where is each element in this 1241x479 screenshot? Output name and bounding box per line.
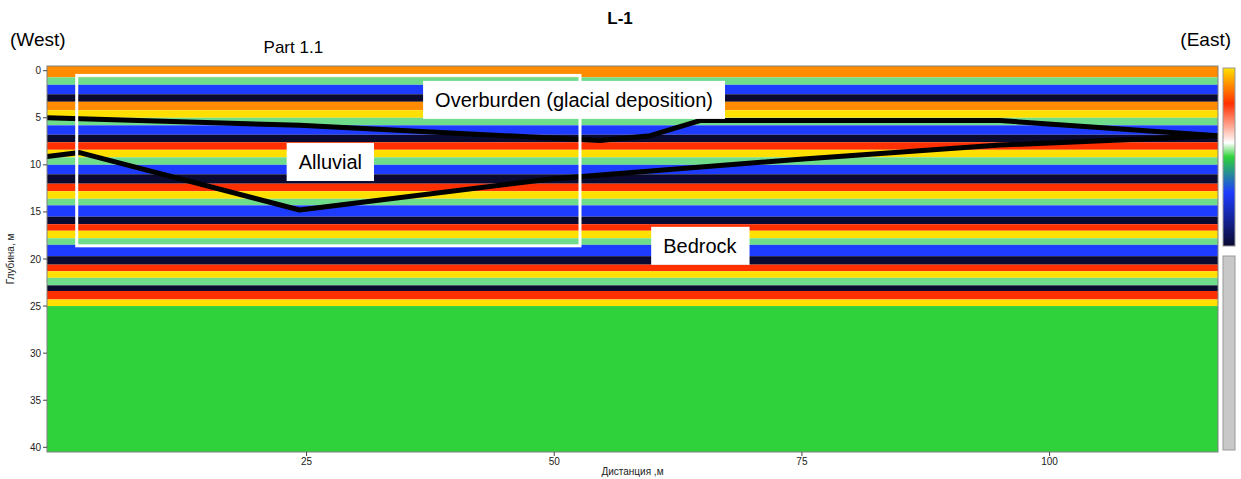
y-tick <box>43 447 47 448</box>
y-tick-label: 40 <box>30 442 42 453</box>
y-tick <box>43 70 47 71</box>
x-axis-title: Дистанция ,м <box>601 466 663 477</box>
east-label: (East) <box>1180 29 1231 50</box>
annotation-bg <box>423 81 725 119</box>
y-tick <box>43 117 47 118</box>
annotation-text: Bedrock <box>663 235 737 257</box>
annotation-bg <box>287 143 374 181</box>
title: L-1 <box>607 9 633 28</box>
annotation: Overburden (glacial deposition) <box>423 81 725 119</box>
annotation-text: Alluvial <box>299 151 362 173</box>
gain-bar <box>1223 256 1235 450</box>
reflection-layer <box>47 306 1218 452</box>
reflection-layer <box>47 265 1218 272</box>
x-tick-label: 75 <box>796 456 808 467</box>
reflection-layer <box>47 174 1218 183</box>
reflection-layer <box>47 125 1218 134</box>
plot-frame <box>47 66 1218 452</box>
color-bar <box>1223 68 1235 246</box>
reflection-layer <box>47 231 1218 239</box>
reflection-layer <box>47 299 1218 306</box>
y-tick <box>43 306 47 307</box>
reflection-layer <box>47 150 1218 158</box>
annotation: Alluvial <box>287 143 374 181</box>
y-tick <box>43 164 47 165</box>
x-tick-label: 50 <box>549 456 561 467</box>
y-tick <box>43 211 47 212</box>
y-tick <box>43 259 47 260</box>
y-axis-title: Глубина, м <box>5 234 16 285</box>
reflection-layer <box>47 199 1218 206</box>
y-tick-label: 25 <box>30 301 42 312</box>
y-tick <box>43 400 47 401</box>
plot-area <box>47 66 1218 452</box>
y-tick-label: 15 <box>30 206 42 217</box>
x-tick-label: 100 <box>1041 456 1058 467</box>
reflection-layer <box>47 224 1218 231</box>
y-tick-label: 0 <box>35 65 41 76</box>
reflection-layer <box>47 205 1218 216</box>
reflection-layer <box>47 278 1218 286</box>
reflection-layer <box>47 256 1218 264</box>
reflection-layer <box>47 285 1218 291</box>
reflection-layer <box>47 217 1218 225</box>
chart: Overburden (glacial deposition) Alluvial B… <box>0 0 1241 479</box>
y-tick-label: 35 <box>30 395 42 406</box>
y-tick-label: 5 <box>35 112 41 123</box>
annotation: Bedrock <box>651 227 749 265</box>
boundary-line <box>47 118 1218 141</box>
region-label: Part 1.1 <box>264 38 324 57</box>
reflection-layer <box>47 157 1218 165</box>
west-label: (West) <box>10 29 66 50</box>
y-tick-label: 20 <box>30 254 42 265</box>
boundary-line <box>47 136 1218 210</box>
y-tick-label: 10 <box>30 159 42 170</box>
reflection-layer <box>47 238 1218 245</box>
y-tick <box>43 353 47 354</box>
annotation-text: Overburden (glacial deposition) <box>435 89 713 111</box>
reflection-layer <box>47 271 1218 278</box>
x-tick-label: 25 <box>301 456 313 467</box>
annotation-bg <box>651 227 749 265</box>
reflection-layer <box>47 291 1218 299</box>
y-tick-label: 30 <box>30 348 42 359</box>
